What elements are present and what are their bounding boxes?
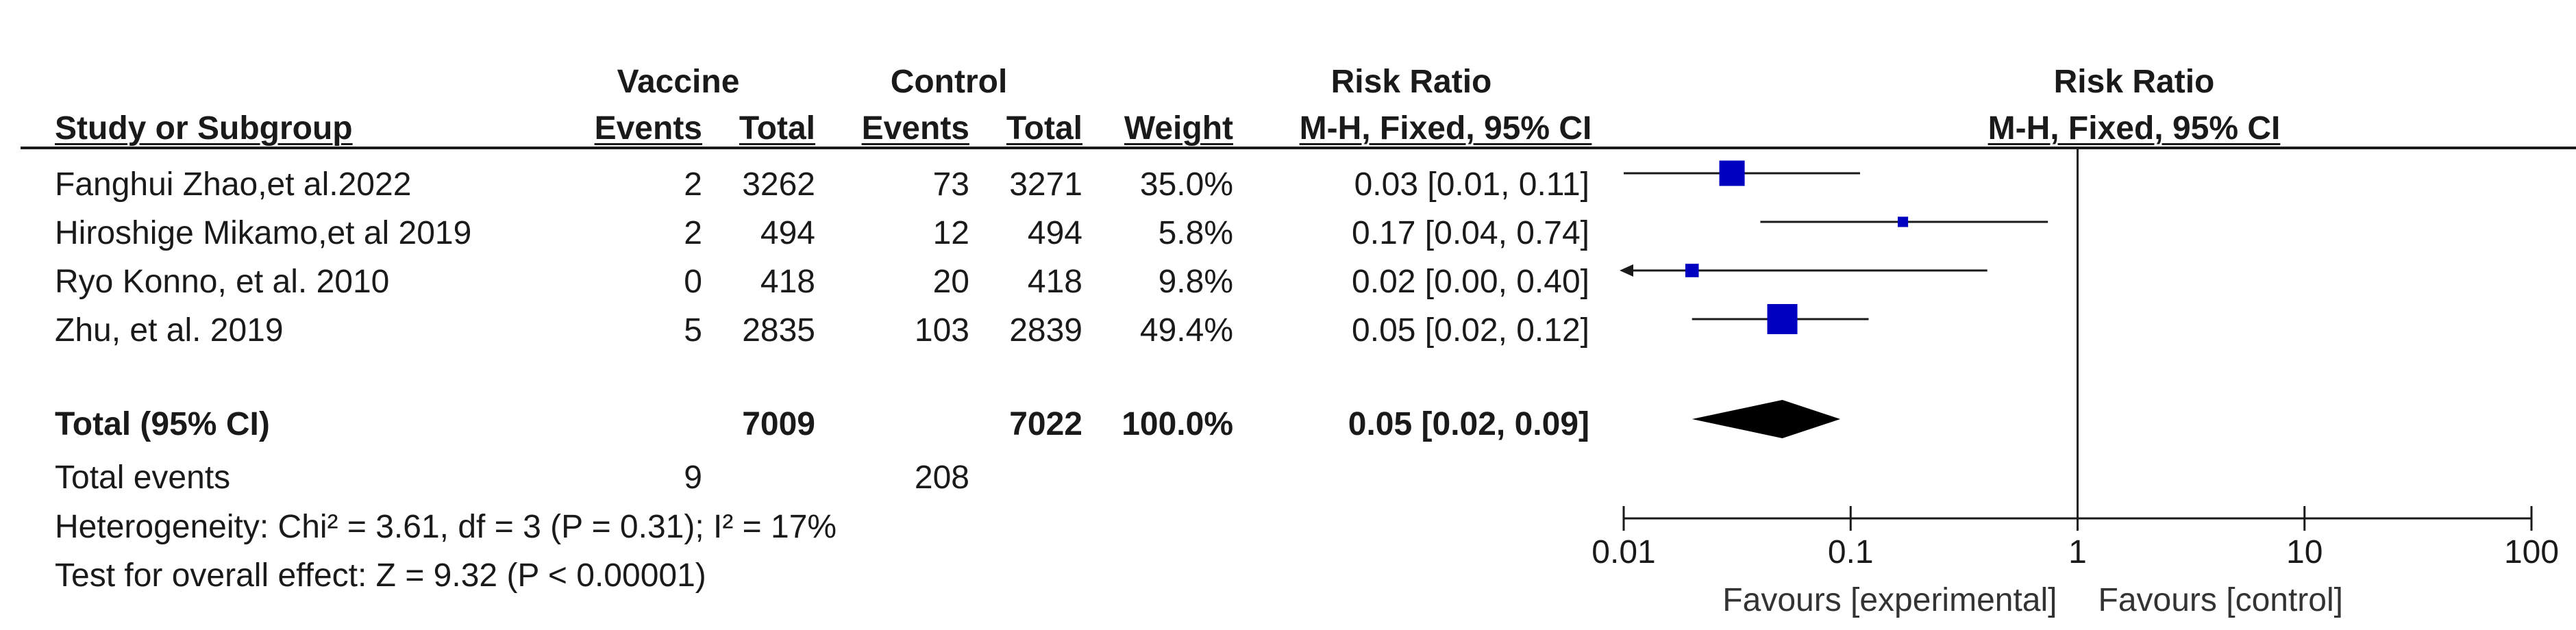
total-events-vaccine: 9 [684, 459, 702, 496]
study-total-control: 494 [1027, 215, 1082, 251]
study-events-control: 20 [932, 264, 969, 300]
col-header-total-vaccine: Total [739, 110, 815, 147]
study-name: Zhu, et al. 2019 [55, 312, 284, 349]
total-label: Total (95% CI) [55, 406, 270, 442]
col-header-total-control: Total [1006, 110, 1082, 147]
total-vaccine: 7009 [742, 406, 815, 442]
overall-effect-text: Test for overall effect: Z = 9.32 (P < 0… [55, 557, 706, 594]
x-tick-label: 0.1 [1828, 534, 1874, 570]
study-markers [1685, 160, 1909, 334]
group-header-control: Control [890, 64, 1008, 100]
x-axis: 0.01 0.1 1 10 100 [1592, 506, 2559, 570]
col-header-method: M-H, Fixed, 95% CI [1299, 110, 1592, 147]
study-total-control: 418 [1027, 264, 1082, 300]
study-marker [1767, 304, 1798, 334]
header-rule [21, 147, 2576, 149]
study-total-vaccine: 418 [760, 264, 815, 300]
col-header-events-vaccine: Events [594, 110, 702, 147]
study-name: Fanghui Zhao,et al.2022 [55, 166, 412, 203]
study-total-vaccine: 3262 [742, 166, 815, 203]
study-risk-ratio-ci: 0.17 [0.04, 0.74] [1352, 215, 1589, 251]
study-total-vaccine: 2835 [742, 312, 815, 349]
study-risk-ratio-ci: 0.05 [0.02, 0.12] [1352, 312, 1589, 349]
study-total-vaccine: 494 [760, 215, 815, 251]
x-tick-label: 1 [2068, 534, 2087, 570]
favours-control-label: Favours [control] [2098, 582, 2343, 618]
group-header-vaccine: Vaccine [617, 64, 740, 100]
heterogeneity-text: Heterogeneity: Chi² = 3.61, df = 3 (P = … [55, 509, 837, 545]
x-tick-label: 10 [2286, 534, 2323, 570]
study-total-control: 2839 [1009, 312, 1082, 349]
study-weight: 9.8% [1158, 264, 1233, 300]
col-header-events-control: Events [861, 110, 969, 147]
total-control: 7022 [1009, 406, 1082, 442]
col-header-weight: Weight [1124, 110, 1233, 147]
x-tick-label: 0.01 [1592, 534, 1655, 570]
study-events-vaccine: 0 [684, 264, 702, 300]
total-events-label: Total events [55, 459, 231, 496]
study-marker [1719, 160, 1745, 186]
total-risk-ratio-ci: 0.05 [0.02, 0.09] [1348, 406, 1589, 442]
total-events-control: 208 [914, 459, 969, 496]
study-events-control: 103 [914, 312, 969, 349]
study-total-control: 3271 [1009, 166, 1082, 203]
x-tick-label: 100 [2504, 534, 2559, 570]
study-name: Ryo Konno, et al. 2010 [55, 264, 390, 300]
summary-diamond [1692, 400, 1841, 438]
study-risk-ratio-ci: 0.02 [0.00, 0.40] [1352, 264, 1589, 300]
study-events-vaccine: 2 [684, 166, 702, 203]
plot-header-risk-ratio: Risk Ratio [2053, 64, 2215, 100]
favours-experimental-label: Favours [experimental] [1722, 582, 2057, 618]
study-name: Hiroshige Mikamo,et al 2019 [55, 215, 472, 251]
ci-lines [1620, 172, 2048, 320]
study-weight: 5.8% [1158, 215, 1233, 251]
study-marker [1898, 216, 1909, 227]
study-weight: 35.0% [1139, 166, 1233, 203]
plot-header-method: M-H, Fixed, 95% CI [1987, 110, 2281, 147]
study-weight: 49.4% [1139, 312, 1233, 349]
ci-clipped-arrow [1620, 264, 1633, 277]
group-header-risk-ratio: Risk Ratio [1330, 64, 1492, 100]
study-events-vaccine: 5 [684, 312, 702, 349]
study-risk-ratio-ci: 0.03 [0.01, 0.11] [1354, 166, 1589, 203]
study-events-control: 12 [932, 215, 969, 251]
study-events-vaccine: 2 [684, 215, 702, 251]
total-weight: 100.0% [1122, 406, 1233, 442]
study-marker [1685, 264, 1699, 277]
col-header-study: Study or Subgroup [55, 110, 353, 147]
study-events-control: 73 [932, 166, 969, 203]
